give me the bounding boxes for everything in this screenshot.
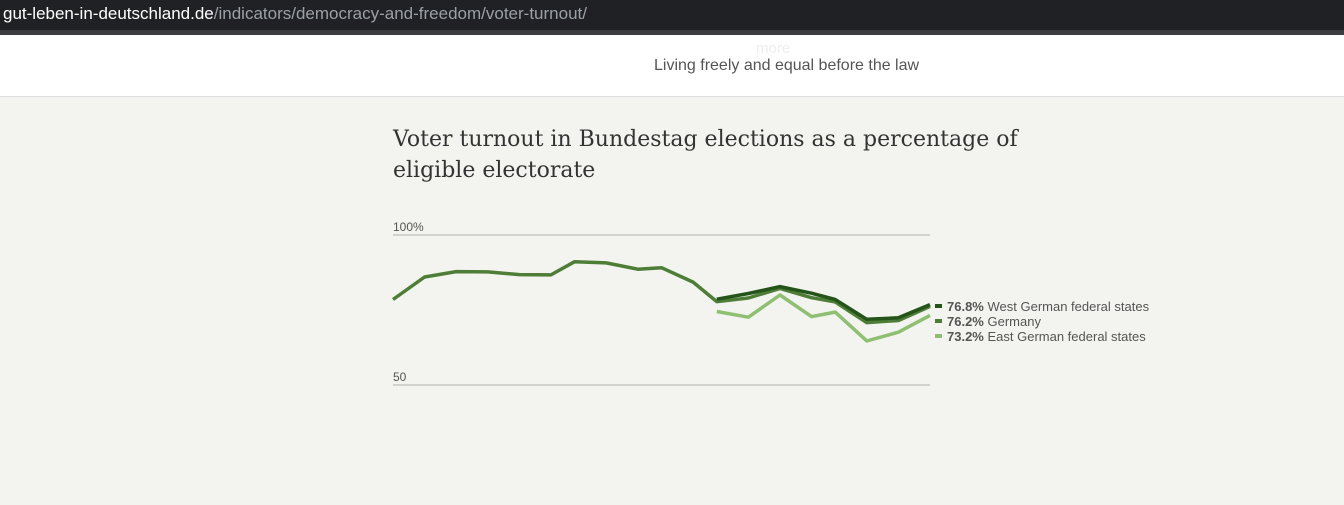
legend-swatch [935, 304, 942, 308]
chart-title: Voter turnout in Bundestag elections as … [393, 127, 1018, 183]
legend-swatch [935, 334, 942, 338]
legend-name: West German federal states [984, 299, 1150, 314]
legend-swatch [935, 319, 942, 323]
url-path: /indicators/democracy-and-freedom/voter-… [213, 4, 587, 23]
legend-value: 76.2% [947, 314, 984, 329]
legend-item: 76.2% Germany [947, 314, 1041, 329]
address-bar[interactable]: gut-leben-in-deutschland.de/indicators/d… [0, 0, 1344, 30]
y-tick-label: 50 [393, 370, 407, 384]
series-line-east-german-federal-states [716, 293, 931, 343]
page-header: more Living freely and equal before the … [0, 35, 1344, 97]
legend-value: 76.8% [947, 299, 984, 314]
legend-item: 76.8% West German federal states [947, 299, 1150, 314]
series-line-west-german-federal-states [716, 284, 931, 322]
y-tick-label: 100% [393, 220, 424, 234]
more-link[interactable]: more [756, 40, 791, 57]
series-line-germany [391, 259, 931, 325]
legend-item: 73.2% East German federal states [947, 329, 1146, 344]
section-subtitle: Living freely and equal before the law [654, 57, 920, 74]
toolbar-strip [0, 30, 1344, 35]
legend-name: East German federal states [984, 329, 1146, 344]
url-domain: gut-leben-in-deutschland.de [3, 4, 214, 23]
legend-value: 73.2% [947, 329, 984, 344]
legend-name: Germany [984, 314, 1042, 329]
